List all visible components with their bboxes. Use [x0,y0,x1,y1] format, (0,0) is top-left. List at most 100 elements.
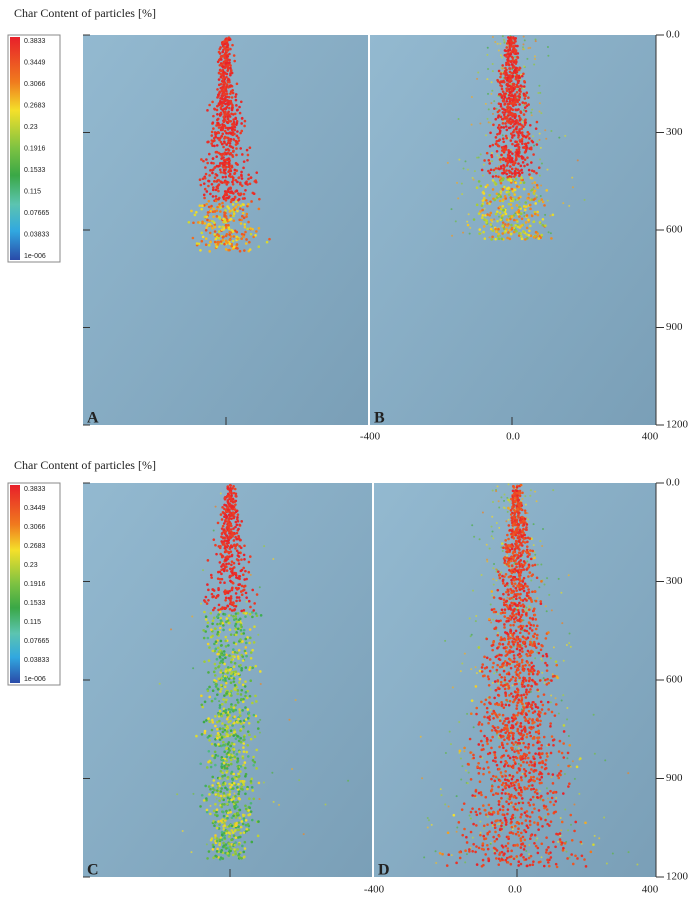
particle [499,200,502,203]
particle [502,137,505,140]
particle [239,112,242,115]
particle [210,574,213,577]
particle [476,765,479,768]
particle [236,549,239,552]
particle [231,191,234,194]
particle [233,776,236,779]
particle [506,176,509,179]
particle [493,107,496,110]
particle [503,500,505,502]
particle [220,644,223,647]
particle [529,641,532,644]
particle [222,525,225,528]
particle [216,109,219,112]
particle [423,856,425,858]
particle [223,570,226,573]
particle [239,678,242,681]
particle [485,134,487,136]
particle [471,124,473,126]
particle [487,675,490,678]
particle [228,825,231,828]
particle [570,646,572,648]
particle [218,84,221,87]
particle [221,98,224,101]
particle [483,735,486,738]
particle [479,122,481,124]
particle [536,186,539,189]
y-tick-label: 600 [666,224,683,236]
particle [536,634,539,637]
particle [544,712,547,715]
particle [258,198,261,201]
particle [197,221,200,224]
particle [504,792,507,795]
particle [544,816,546,818]
particle [220,688,223,691]
particle [224,97,227,100]
particle [535,127,538,130]
particle [230,633,233,636]
particle [247,755,250,758]
particle [481,574,483,576]
particle [236,848,239,851]
particle [223,536,226,539]
particle [524,158,527,161]
particle [201,794,204,797]
particle [216,850,219,853]
particle [228,228,231,231]
particle [524,39,526,41]
particle [520,853,523,856]
particle [529,124,532,127]
particle [502,158,505,161]
particle [514,173,517,176]
particle [502,593,505,596]
particle [227,224,230,227]
particle [515,789,518,792]
particle [493,218,495,220]
particle [221,831,224,834]
particle [217,60,220,63]
particle [512,45,515,48]
particle [229,85,232,88]
particle [531,701,534,704]
particle [226,542,229,545]
particle [243,217,246,220]
particle [271,772,273,774]
particle [230,681,233,684]
particle [535,40,537,42]
particle [226,64,229,67]
colorbar-label: 0.07665 [24,638,49,645]
particle [524,495,526,497]
particle [211,700,214,703]
particle [510,646,513,649]
particle [228,708,231,711]
particle [210,134,213,137]
particle [505,213,508,216]
particle [522,532,525,535]
particle [225,747,228,750]
particle [216,623,219,626]
particle [526,655,529,658]
particle [229,547,232,550]
particle [508,565,511,568]
particle [223,169,226,172]
particle [554,714,557,717]
particle [518,677,521,680]
particle [240,237,243,240]
particle [207,736,210,739]
particle [547,813,550,816]
particle [544,584,546,586]
particle [525,689,528,692]
particle [534,58,536,60]
particle [217,152,220,155]
particle [223,834,226,837]
particle [211,101,214,104]
particle [516,220,519,223]
particle [561,622,563,624]
particle [517,162,520,165]
particle [235,853,238,856]
particle [495,579,497,581]
particle [521,138,524,141]
particle [230,570,233,573]
particle [512,732,515,735]
